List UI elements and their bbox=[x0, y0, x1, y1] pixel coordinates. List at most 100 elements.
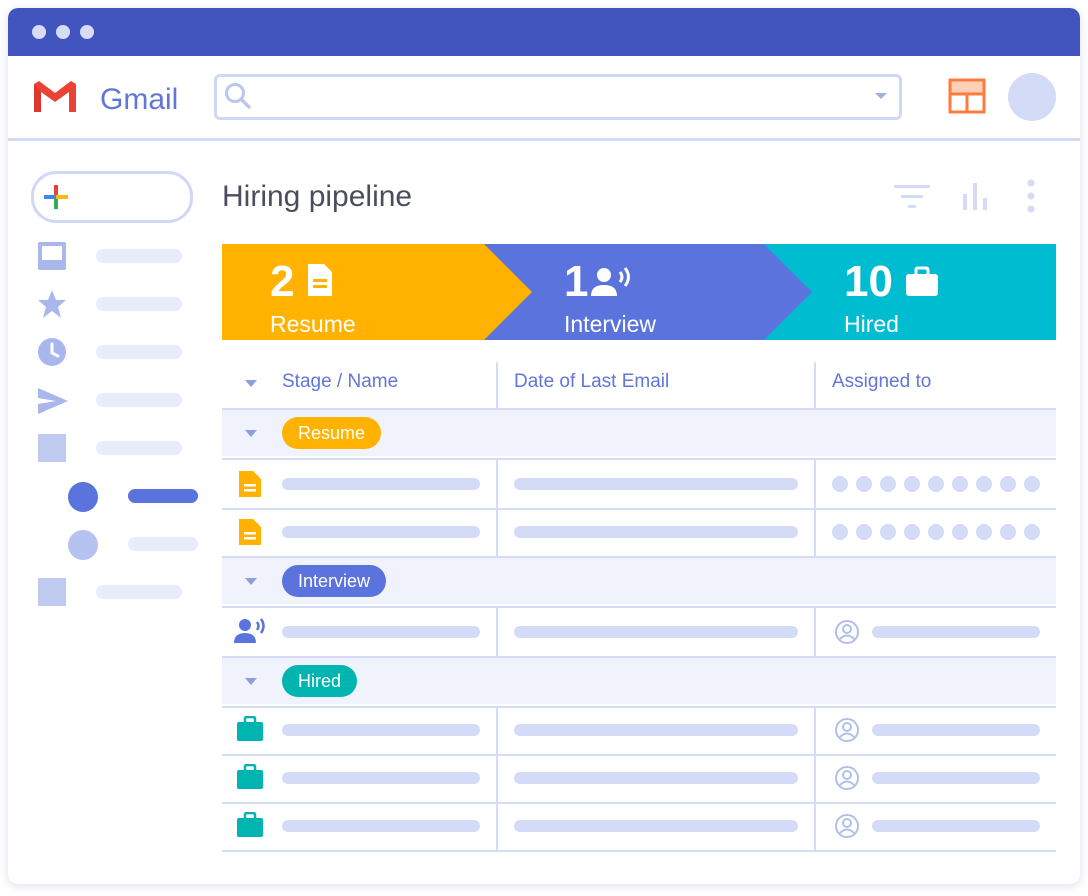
collapse-caret-icon[interactable] bbox=[245, 430, 257, 437]
row-divider bbox=[222, 706, 1056, 708]
label-icon[interactable] bbox=[38, 578, 66, 606]
group-row-resume[interactable]: Resume bbox=[222, 410, 1056, 456]
compose-button[interactable] bbox=[31, 171, 193, 223]
document-icon bbox=[239, 519, 261, 545]
assignee-name bbox=[872, 820, 1040, 832]
assignee-dot bbox=[952, 524, 968, 540]
last-email-date bbox=[514, 820, 798, 832]
window-dot[interactable] bbox=[32, 25, 46, 39]
group-row-interview[interactable]: Interview bbox=[222, 558, 1056, 604]
candidate-name bbox=[282, 820, 480, 832]
speaking-person-icon bbox=[591, 267, 630, 296]
window-dot[interactable] bbox=[80, 25, 94, 39]
stage-pill-hired: Hired bbox=[282, 665, 358, 697]
send-icon[interactable] bbox=[36, 386, 70, 416]
chart-icon[interactable] bbox=[960, 180, 992, 212]
sidebar-item-sent[interactable] bbox=[96, 393, 182, 407]
assignee-dot bbox=[1000, 476, 1016, 492]
row-divider bbox=[222, 754, 1056, 756]
row-divider bbox=[222, 802, 1056, 804]
column-header-date[interactable]: Date of Last Email bbox=[514, 371, 670, 392]
user-circle-icon[interactable] bbox=[834, 717, 860, 743]
user-circle-icon[interactable] bbox=[834, 619, 860, 645]
sidebar-item-snoozed[interactable] bbox=[96, 345, 182, 359]
assignee-name bbox=[872, 772, 1040, 784]
assignee-dot bbox=[976, 524, 992, 540]
window-dot[interactable] bbox=[56, 25, 70, 39]
document-icon bbox=[308, 264, 332, 296]
star-icon[interactable] bbox=[36, 288, 68, 320]
avatar[interactable] bbox=[1008, 73, 1056, 121]
collapse-all-caret-icon[interactable] bbox=[245, 380, 257, 387]
sidebar-item-label[interactable] bbox=[96, 441, 182, 455]
layout-icon[interactable] bbox=[948, 78, 986, 114]
column-divider bbox=[496, 708, 498, 852]
assignee-dot bbox=[928, 476, 944, 492]
assignee-dot bbox=[928, 524, 944, 540]
sublabel-icon[interactable] bbox=[68, 530, 98, 560]
briefcase-icon bbox=[237, 812, 263, 837]
candidate-name bbox=[282, 526, 480, 538]
hired-label: Hired bbox=[844, 311, 899, 337]
row-divider bbox=[222, 458, 1056, 460]
row-divider bbox=[222, 606, 1056, 608]
plus-icon bbox=[44, 185, 68, 209]
chevron-down-icon[interactable] bbox=[875, 93, 887, 99]
sidebar-item-inbox[interactable] bbox=[96, 249, 182, 263]
sidebar-item-sublabel[interactable] bbox=[128, 537, 198, 551]
candidate-name bbox=[282, 626, 480, 638]
inbox-icon[interactable] bbox=[36, 240, 68, 272]
last-email-date bbox=[514, 772, 798, 784]
collapse-caret-icon[interactable] bbox=[245, 678, 257, 685]
last-email-date bbox=[514, 724, 798, 736]
column-divider bbox=[814, 708, 816, 852]
collapse-caret-icon[interactable] bbox=[245, 578, 257, 585]
column-divider bbox=[814, 362, 816, 408]
pipeline-arrows bbox=[222, 244, 1056, 340]
pipeline-banner: 2 Resume 1 Interview 10 H bbox=[222, 244, 1056, 340]
column-divider bbox=[814, 460, 816, 556]
more-icon[interactable] bbox=[1024, 178, 1038, 214]
row-divider bbox=[222, 408, 1056, 410]
group-row-hired[interactable]: Hired bbox=[222, 658, 1056, 704]
user-circle-icon[interactable] bbox=[834, 765, 860, 791]
assignee-dot bbox=[1024, 476, 1040, 492]
document-icon bbox=[239, 471, 261, 497]
briefcase-icon bbox=[237, 716, 263, 741]
briefcase-icon bbox=[906, 266, 938, 296]
assignee-dot bbox=[880, 524, 896, 540]
sidebar-item-sublabel-active[interactable] bbox=[128, 489, 198, 503]
assignee-dot bbox=[1024, 524, 1040, 540]
sidebar-item-starred[interactable] bbox=[96, 297, 182, 311]
column-divider bbox=[814, 608, 816, 656]
assignee-name bbox=[872, 626, 1040, 638]
assignee-name bbox=[872, 724, 1040, 736]
speaking-person-icon bbox=[234, 618, 265, 643]
last-email-date bbox=[514, 626, 798, 638]
assignee-dot bbox=[856, 524, 872, 540]
interview-count: 1 bbox=[564, 257, 589, 306]
assignee-dot bbox=[832, 476, 848, 492]
user-circle-icon[interactable] bbox=[834, 813, 860, 839]
row-divider bbox=[222, 656, 1056, 658]
search-input[interactable] bbox=[214, 74, 902, 120]
candidate-name bbox=[282, 772, 480, 784]
clock-icon[interactable] bbox=[36, 336, 68, 368]
resume-count: 2 bbox=[270, 257, 295, 306]
resume-label: Resume bbox=[270, 311, 356, 337]
row-divider bbox=[222, 850, 1056, 852]
last-email-date bbox=[514, 478, 798, 490]
candidate-name bbox=[282, 724, 480, 736]
last-email-date bbox=[514, 526, 798, 538]
window-titlebar bbox=[8, 8, 1080, 56]
sidebar-item-label[interactable] bbox=[96, 585, 182, 599]
gmail-logo[interactable] bbox=[30, 78, 80, 114]
filter-icon[interactable] bbox=[892, 182, 932, 212]
label-icon[interactable] bbox=[38, 434, 66, 462]
sublabel-icon[interactable] bbox=[68, 482, 98, 512]
assignee-dot bbox=[976, 476, 992, 492]
stage-pill-interview: Interview bbox=[282, 565, 387, 597]
interview-label: Interview bbox=[564, 311, 657, 337]
column-header-assigned[interactable]: Assigned to bbox=[832, 371, 932, 392]
column-header-stage-name[interactable]: Stage / Name bbox=[282, 371, 399, 392]
